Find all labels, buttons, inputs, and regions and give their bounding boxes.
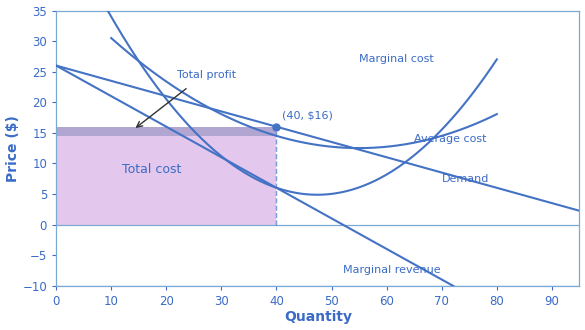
Bar [56,136,277,224]
Text: Average cost: Average cost [414,134,487,144]
X-axis label: Quantity: Quantity [284,311,352,324]
Text: Total cost: Total cost [122,163,181,176]
Text: Marginal revenue: Marginal revenue [343,265,440,275]
Y-axis label: Price ($): Price ($) [5,115,19,182]
Text: Total profit: Total profit [177,70,236,80]
Bar [56,127,277,136]
Text: (40, $16): (40, $16) [282,111,333,120]
Text: Marginal cost: Marginal cost [359,54,434,64]
Text: Demand: Demand [442,174,489,184]
